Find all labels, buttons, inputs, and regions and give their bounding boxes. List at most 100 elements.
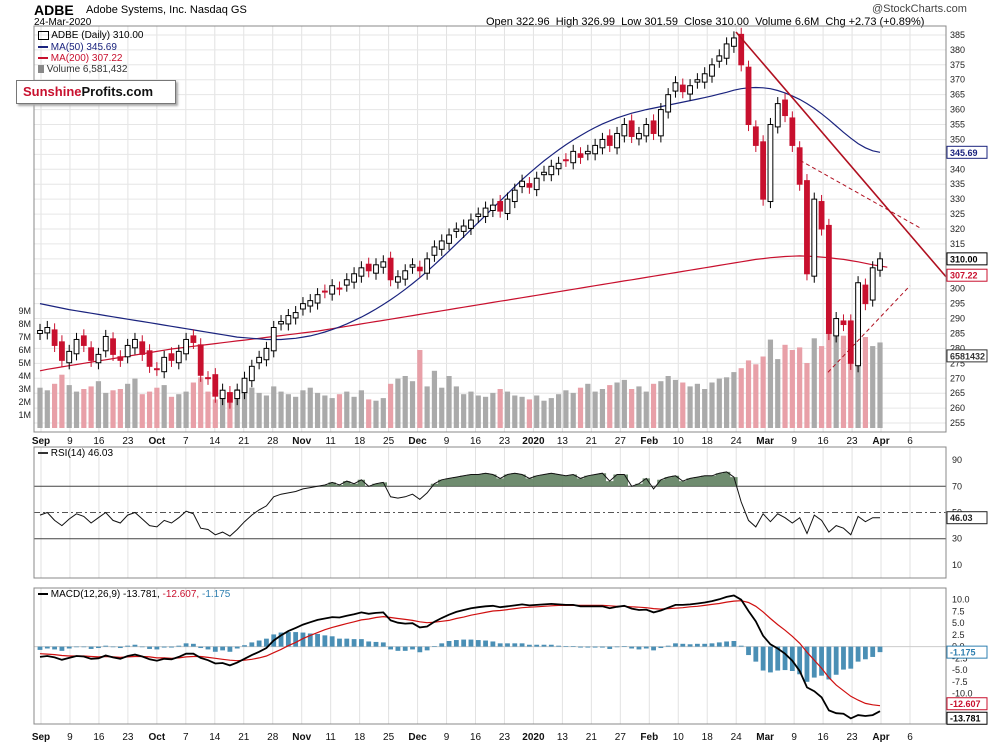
x-axis-label: Sep bbox=[32, 436, 50, 447]
macd-histogram-bar bbox=[753, 646, 759, 662]
x-axis-label: 16 bbox=[93, 436, 105, 447]
candle-body bbox=[752, 126, 759, 146]
candle-body bbox=[628, 120, 635, 137]
macd-histogram-bar bbox=[205, 646, 211, 650]
macd-histogram-bar bbox=[541, 644, 547, 647]
candle-body bbox=[219, 389, 226, 400]
macd-histogram-bar bbox=[446, 640, 452, 647]
volume-bar bbox=[52, 383, 58, 428]
x-axis-label: 16 bbox=[470, 436, 482, 447]
macd-signal-last-value: -12.607 bbox=[950, 699, 981, 709]
volume-bar bbox=[870, 346, 876, 428]
volume-bar bbox=[285, 394, 291, 428]
x-axis-label: 16 bbox=[93, 732, 105, 743]
volume-tick-label: 1M bbox=[18, 410, 31, 420]
macd-histogram-bar bbox=[497, 643, 503, 647]
macd-hist-last-value: -1.175 bbox=[950, 648, 976, 658]
volume-bar bbox=[658, 381, 664, 428]
rsi-line bbox=[39, 471, 880, 537]
volume-bar bbox=[424, 386, 430, 428]
x-axis-label: 21 bbox=[586, 436, 598, 447]
legend-price: ADBE (Daily) 310.00 bbox=[38, 30, 144, 41]
x-axis-label: Mar bbox=[756, 436, 774, 447]
macd-histogram-bar bbox=[614, 646, 620, 648]
volume-bar bbox=[373, 400, 379, 428]
candle-body bbox=[570, 150, 577, 164]
macd-histogram-bar bbox=[738, 645, 744, 647]
macd-histogram-bar bbox=[220, 646, 226, 651]
price-tick-label: 385 bbox=[950, 30, 965, 40]
candle-body bbox=[563, 159, 569, 162]
legend-volume-label: Volume 6,581,432 bbox=[46, 64, 128, 75]
macd-histogram-bar bbox=[139, 646, 145, 648]
volume-bar bbox=[650, 383, 657, 428]
volume-tick-label: 6M bbox=[18, 345, 31, 355]
volume-bar bbox=[409, 381, 416, 428]
x-axis-label: 13 bbox=[557, 436, 569, 447]
macd-tick-label: 7.5 bbox=[952, 606, 965, 616]
macd-histogram-bar bbox=[154, 646, 160, 650]
ma200-last-value: 307.22 bbox=[950, 271, 978, 281]
x-axis-label: 21 bbox=[586, 732, 598, 743]
volume-bar bbox=[877, 342, 883, 428]
rsi-tick-label: 70 bbox=[952, 481, 962, 491]
macd-tick-label: -7.5 bbox=[952, 677, 968, 687]
macd-signal-line bbox=[39, 600, 881, 707]
volume-bar bbox=[840, 335, 847, 428]
candle-body bbox=[365, 263, 372, 272]
candle-body bbox=[738, 33, 745, 66]
candle-body bbox=[694, 79, 701, 83]
macd-histogram-bar bbox=[190, 643, 196, 647]
macd-histogram-bar bbox=[841, 646, 846, 670]
candle-body bbox=[672, 82, 679, 92]
volume-bar bbox=[738, 368, 744, 428]
x-axis-label: Apr bbox=[872, 732, 889, 743]
macd-histogram-bar bbox=[862, 646, 868, 660]
price-tick-label: 290 bbox=[950, 314, 965, 324]
legend-macd-line: -13.781, bbox=[123, 589, 160, 600]
candle-body bbox=[584, 150, 591, 155]
volume-bar bbox=[709, 382, 715, 428]
macd-tick-label: 5.0 bbox=[952, 618, 965, 628]
volume-bars bbox=[37, 318, 883, 428]
ma200-legend-icon bbox=[38, 57, 48, 60]
candle-body bbox=[95, 353, 102, 364]
volume-bar bbox=[439, 387, 445, 428]
candle-body bbox=[825, 224, 832, 334]
volume-bar bbox=[526, 399, 532, 428]
x-axis-label: 7 bbox=[183, 436, 189, 447]
candle-body bbox=[811, 198, 818, 277]
x-axis-label: 9 bbox=[791, 732, 797, 743]
macd-histogram-bar bbox=[402, 646, 408, 651]
macd-histogram-bar bbox=[410, 646, 415, 650]
volume-bar bbox=[146, 391, 153, 428]
volume-bar bbox=[504, 391, 511, 428]
volume-bar bbox=[395, 378, 401, 428]
candle-body bbox=[869, 267, 876, 301]
macd-histogram-bar bbox=[534, 644, 540, 647]
candle-body bbox=[731, 37, 737, 47]
volume-bar bbox=[585, 383, 591, 428]
macd-histogram-bar bbox=[329, 636, 335, 647]
macd-histogram-bar bbox=[512, 643, 518, 647]
volume-bar bbox=[599, 389, 606, 428]
price-tick-label: 350 bbox=[950, 134, 965, 144]
candle-body bbox=[409, 264, 416, 268]
candle-body bbox=[804, 180, 810, 275]
x-axis-label: 11 bbox=[325, 732, 336, 743]
candle-body bbox=[774, 103, 781, 128]
x-axis-label: Sep bbox=[32, 732, 50, 743]
candle-body bbox=[533, 177, 540, 191]
macd-tick-label: -10.0 bbox=[952, 689, 973, 699]
x-axis-label: 6 bbox=[907, 436, 913, 447]
candle-body bbox=[102, 335, 109, 352]
candle-body bbox=[227, 392, 233, 403]
candle-body bbox=[855, 282, 861, 367]
volume-last-value: 6581432 bbox=[950, 351, 985, 361]
quote-summary: Open 322.96 High 326.99 Low 301.59 Close… bbox=[486, 16, 925, 28]
volume-bar bbox=[862, 337, 868, 428]
price-tick-label: 320 bbox=[950, 224, 965, 234]
moving-averages bbox=[39, 86, 888, 372]
x-axis-label: 10 bbox=[673, 732, 685, 743]
legend-volume: Volume 6,581,432 bbox=[38, 64, 127, 75]
